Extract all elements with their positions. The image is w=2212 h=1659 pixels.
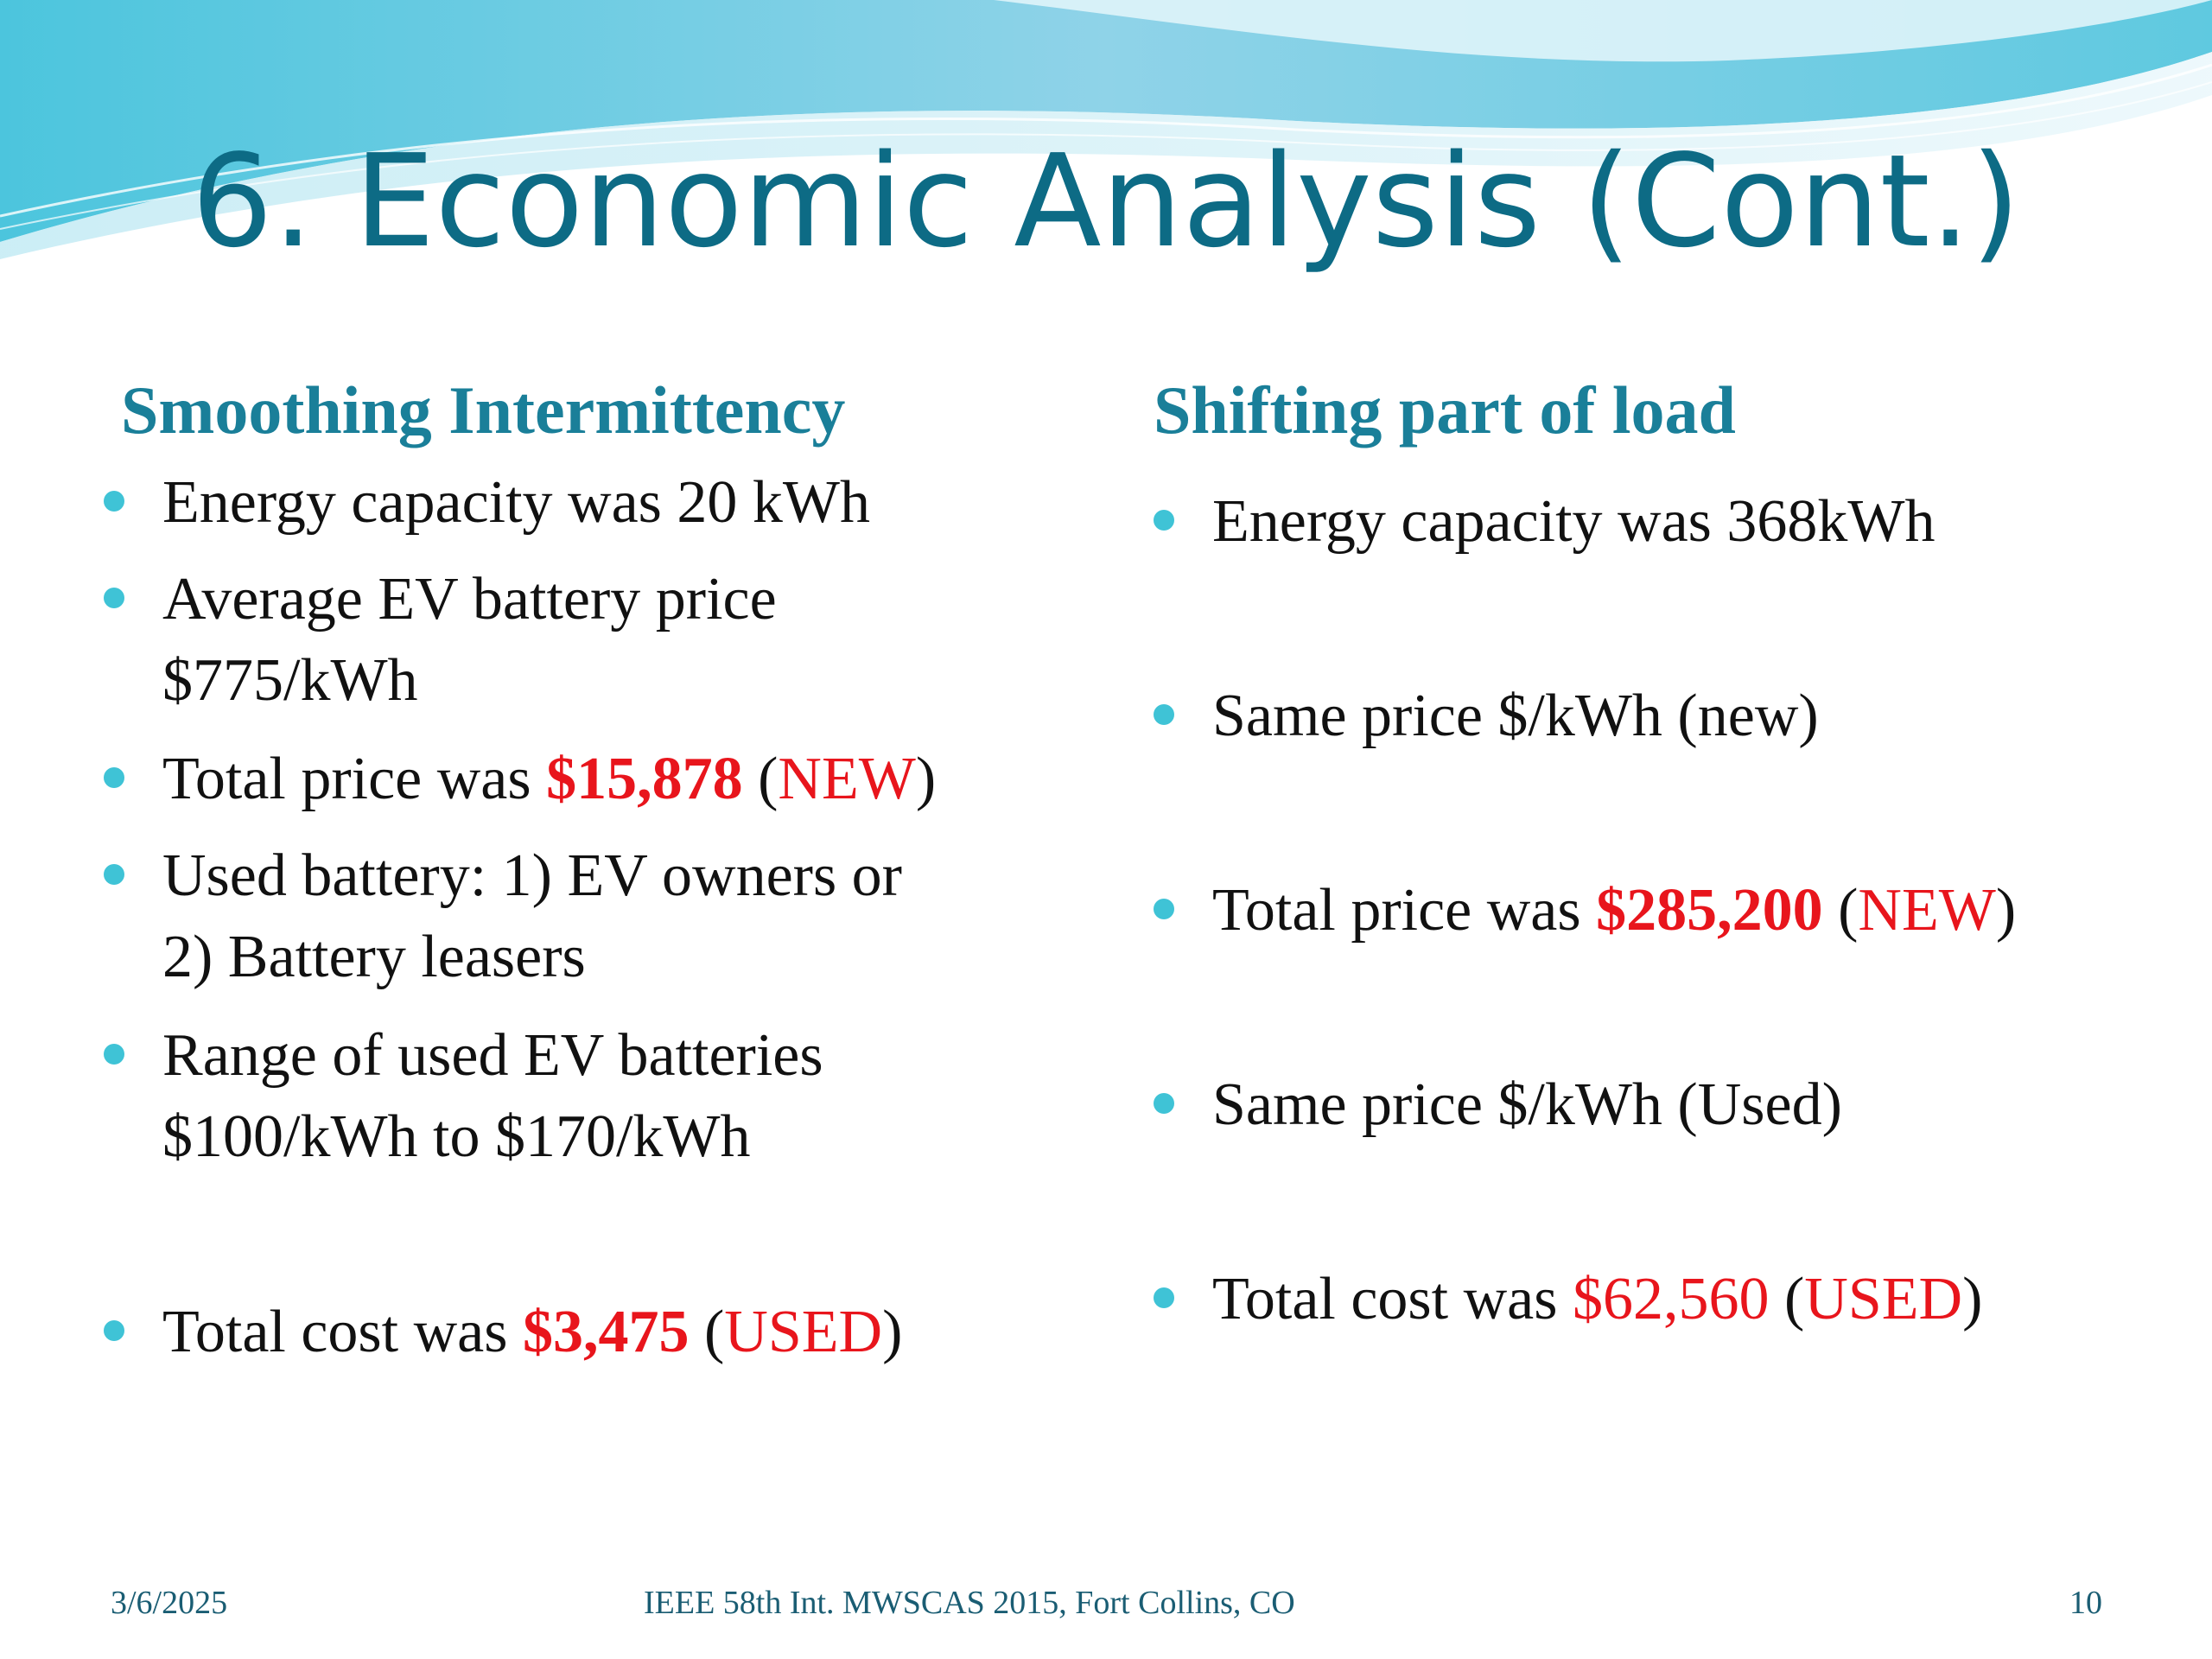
bullet-dot: [1154, 1287, 1174, 1308]
bullet-dot: [1154, 899, 1174, 919]
header-wave-decoration: [0, 0, 2212, 259]
paren-close: ): [1962, 1266, 1983, 1332]
bullet-text: Same price $/kWh (new): [1212, 683, 1819, 749]
paren-close: ): [915, 746, 937, 812]
paren-open: (: [1822, 877, 1859, 944]
bullet-dot: [1154, 704, 1174, 725]
bullet-dot: [104, 767, 124, 788]
paren-close: ): [882, 1299, 903, 1365]
bullet-text: Total price was $285,200 (NEW): [1212, 870, 2016, 951]
bullet-dot: [104, 588, 124, 608]
paren-open: (: [689, 1299, 725, 1365]
used-total-cost-value: $62,560: [1572, 1266, 1770, 1332]
paren-open: (: [742, 746, 779, 812]
bullet-dot: [104, 864, 124, 885]
bullet-dot: [104, 1320, 124, 1341]
footer-page-number: 10: [2069, 1585, 2102, 1621]
bullet-text-continued: $775/kWh: [162, 647, 418, 714]
bullet-text-continued: 2) Battery leasers: [162, 924, 586, 990]
used-tag: USED: [724, 1299, 883, 1365]
bullet-prefix: Total price was: [1212, 877, 1597, 944]
bullet-text: Total cost was $3,475 (USED): [162, 1292, 902, 1373]
bullet-dot: [104, 1044, 124, 1065]
bullet-text: Range of used EV batteries: [162, 1022, 823, 1089]
paren-close: ): [1995, 877, 2017, 944]
bullet-dot: [1154, 510, 1174, 531]
new-total-price-value: $285,200: [1596, 877, 1823, 944]
bullet-text: Energy capacity was 368kWh: [1212, 488, 1936, 555]
bullet-prefix: Total cost was: [1212, 1266, 1573, 1332]
bullet-prefix: Total price was: [162, 746, 547, 812]
new-tag: NEW: [778, 746, 916, 812]
bullet-dot: [1154, 1093, 1174, 1114]
bullet-text: Total price was $15,878 (NEW): [162, 739, 936, 820]
right-column-heading: Shifting part of load: [1154, 372, 1736, 448]
bullet-text: Same price $/kWh (Used): [1212, 1071, 1842, 1138]
left-column-heading: Smoothing Intermittency: [121, 372, 846, 448]
bullet-text: Average EV battery price: [162, 566, 777, 632]
paren-open: (: [1769, 1266, 1805, 1332]
bullet-prefix: Total cost was: [162, 1299, 523, 1365]
bullet-text: Used battery: 1) EV owners or: [162, 842, 902, 909]
used-tag: USED: [1804, 1266, 1963, 1332]
footer-conference: IEEE 58th Int. MWSCAS 2015, Fort Collins…: [644, 1585, 1295, 1621]
used-total-cost-value: $3,475: [522, 1299, 690, 1365]
new-total-price-value: $15,878: [546, 746, 743, 812]
bullet-text-continued: $100/kWh to $170/kWh: [162, 1103, 751, 1170]
slide-title: 6. Economic Analysis (Cont.): [191, 127, 2021, 276]
footer-date: 3/6/2025: [111, 1585, 228, 1621]
new-tag: NEW: [1858, 877, 1996, 944]
bullet-dot: [104, 491, 124, 512]
bullet-text: Total cost was $62,560 (USED): [1212, 1259, 1982, 1340]
bullet-text: Energy capacity was 20 kWh: [162, 469, 870, 536]
